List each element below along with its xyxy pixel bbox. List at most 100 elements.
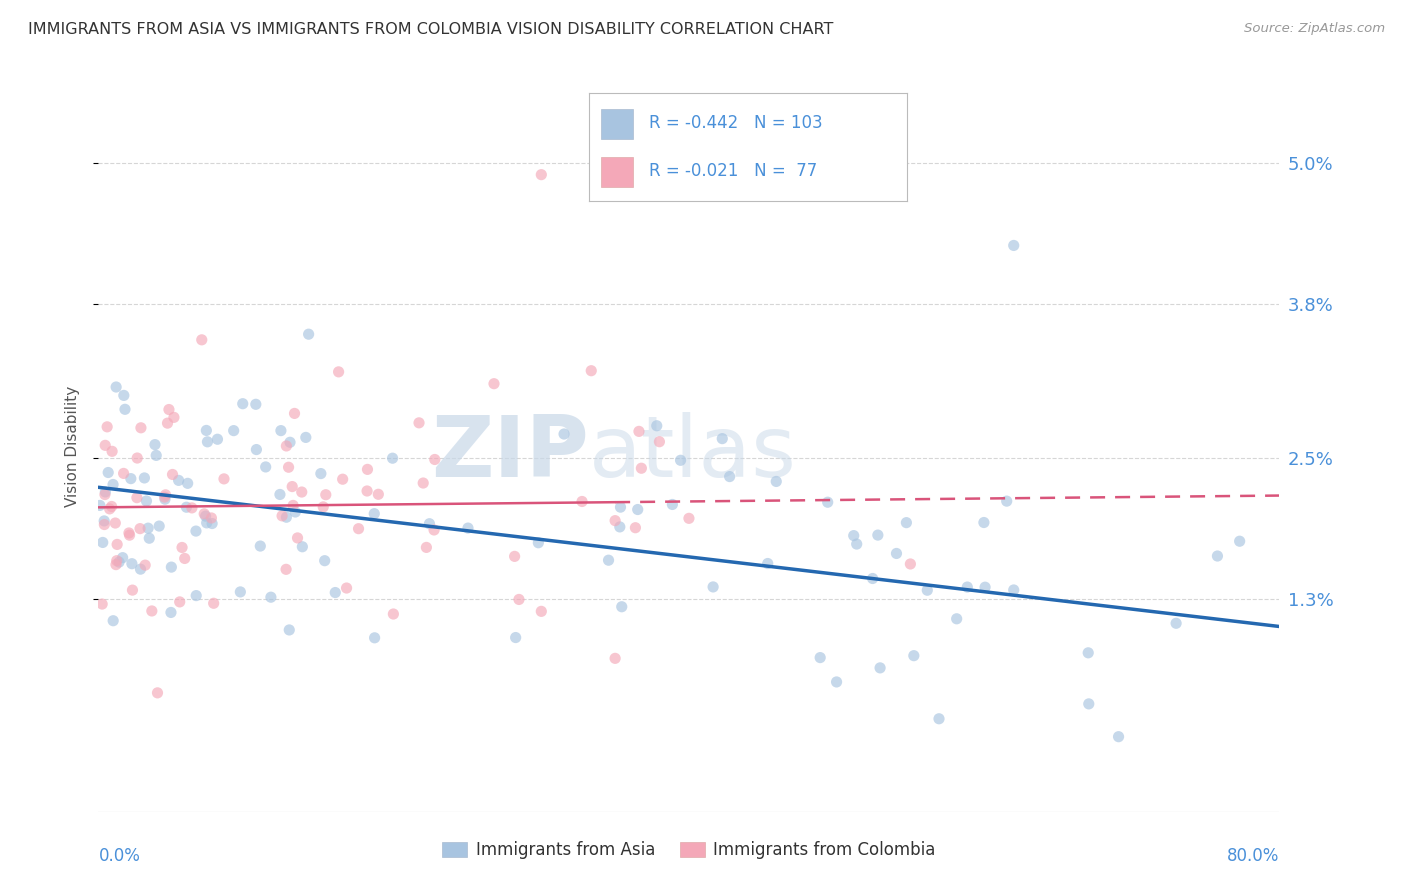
Point bbox=[104, 558, 127, 572]
Point bbox=[627, 502, 650, 516]
Point bbox=[571, 494, 593, 508]
Point bbox=[148, 519, 170, 533]
Point bbox=[845, 537, 868, 551]
Point bbox=[163, 410, 186, 425]
Point bbox=[1077, 646, 1099, 660]
Point bbox=[91, 535, 114, 549]
Point bbox=[917, 583, 939, 598]
Point bbox=[530, 168, 553, 182]
Point bbox=[274, 562, 297, 576]
Point bbox=[825, 675, 848, 690]
Point bbox=[91, 597, 114, 611]
Point bbox=[141, 604, 163, 618]
Point bbox=[94, 487, 117, 501]
Point bbox=[125, 491, 148, 505]
Point bbox=[328, 365, 350, 379]
Point bbox=[381, 451, 404, 466]
Point bbox=[661, 498, 683, 512]
Point bbox=[103, 614, 125, 628]
Text: Source: ZipAtlas.com: Source: ZipAtlas.com bbox=[1244, 22, 1385, 36]
Point bbox=[162, 467, 184, 482]
Point bbox=[270, 424, 292, 438]
Point bbox=[756, 557, 779, 571]
Point bbox=[314, 554, 336, 568]
Point bbox=[418, 516, 440, 531]
Point bbox=[278, 623, 301, 637]
Point bbox=[315, 488, 337, 502]
Text: 0.0%: 0.0% bbox=[98, 847, 141, 865]
Point bbox=[900, 557, 922, 571]
Point bbox=[903, 648, 925, 663]
Text: ZIP: ZIP bbox=[430, 412, 589, 495]
Point bbox=[862, 572, 884, 586]
Point bbox=[180, 500, 202, 515]
Point bbox=[153, 492, 176, 507]
Point bbox=[298, 327, 321, 342]
Point bbox=[167, 474, 190, 488]
Point bbox=[866, 528, 889, 542]
Point bbox=[669, 453, 692, 467]
Point bbox=[808, 650, 831, 665]
Point bbox=[1108, 730, 1130, 744]
Point bbox=[382, 607, 405, 621]
Point bbox=[291, 485, 314, 500]
Text: atlas: atlas bbox=[589, 412, 797, 495]
Point bbox=[155, 488, 177, 502]
Point bbox=[160, 560, 183, 574]
Point bbox=[869, 661, 891, 675]
Point bbox=[111, 550, 134, 565]
Point bbox=[765, 475, 787, 489]
Point bbox=[347, 522, 370, 536]
Point bbox=[457, 521, 479, 535]
Point bbox=[332, 472, 354, 486]
Point bbox=[100, 500, 122, 514]
Text: IMMIGRANTS FROM ASIA VS IMMIGRANTS FROM COLOMBIA VISION DISABILITY CORRELATION C: IMMIGRANTS FROM ASIA VS IMMIGRANTS FROM … bbox=[28, 22, 834, 37]
Point bbox=[505, 631, 527, 645]
Point bbox=[415, 541, 437, 555]
Point bbox=[184, 524, 207, 538]
Point bbox=[284, 505, 307, 519]
Point bbox=[136, 521, 159, 535]
Point bbox=[96, 420, 118, 434]
Point bbox=[212, 472, 235, 486]
Point bbox=[281, 499, 304, 513]
Point bbox=[956, 580, 979, 594]
Point bbox=[94, 485, 117, 500]
Point bbox=[245, 397, 267, 411]
Point bbox=[245, 442, 267, 457]
Point bbox=[309, 467, 332, 481]
Point bbox=[176, 500, 198, 515]
Point bbox=[630, 461, 652, 475]
Point bbox=[503, 549, 526, 564]
Point bbox=[581, 364, 603, 378]
Point bbox=[97, 466, 120, 480]
Point bbox=[702, 580, 724, 594]
Point bbox=[1002, 582, 1025, 597]
Point bbox=[98, 501, 121, 516]
Point bbox=[995, 494, 1018, 508]
Point bbox=[645, 418, 668, 433]
Point bbox=[609, 500, 631, 515]
Text: 80.0%: 80.0% bbox=[1227, 847, 1279, 865]
Point bbox=[1206, 549, 1229, 563]
Point bbox=[1002, 238, 1025, 252]
Point bbox=[169, 595, 191, 609]
Point bbox=[408, 416, 430, 430]
Point bbox=[609, 520, 631, 534]
Point bbox=[605, 514, 627, 528]
Point bbox=[94, 438, 117, 452]
Point bbox=[156, 416, 179, 430]
Point bbox=[120, 472, 142, 486]
Legend: Immigrants from Asia, Immigrants from Colombia: Immigrants from Asia, Immigrants from Co… bbox=[436, 834, 942, 865]
Point bbox=[195, 424, 218, 438]
Point bbox=[718, 469, 741, 483]
Point bbox=[191, 333, 214, 347]
Point bbox=[412, 476, 434, 491]
Point bbox=[363, 631, 385, 645]
Point bbox=[129, 522, 152, 536]
Point bbox=[112, 467, 135, 481]
Point bbox=[423, 523, 446, 537]
Point bbox=[104, 516, 127, 530]
Point bbox=[553, 427, 575, 442]
Point bbox=[527, 535, 550, 549]
